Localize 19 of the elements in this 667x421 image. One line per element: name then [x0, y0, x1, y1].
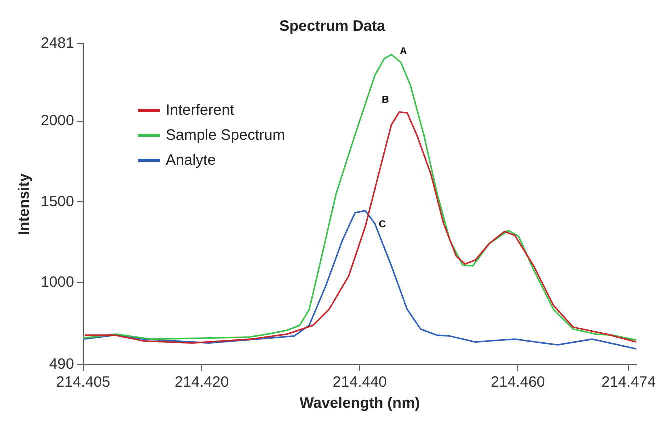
- y-axis-title: Intensity: [16, 173, 34, 236]
- legend-label: Analyte: [166, 151, 216, 171]
- annotation: A: [400, 46, 408, 58]
- y-tick-label: 2481: [40, 35, 74, 52]
- x-tick-label: 214.440: [332, 374, 388, 392]
- x-tick-label: 214.405: [56, 374, 110, 392]
- x-axis-title: Wavelength (nm): [300, 395, 420, 412]
- legend-label: Sample Spectrum: [166, 126, 286, 146]
- annotation: C: [378, 220, 386, 231]
- y-tick-label: 2000: [40, 112, 74, 130]
- y-tick-label: 490: [49, 356, 74, 374]
- y-tick-label: 1500: [40, 193, 74, 210]
- annotation: B: [382, 94, 390, 106]
- x-tick-label: 214.460: [491, 374, 546, 392]
- x-tick-label: 214.420: [174, 374, 230, 392]
- chart-title: Spectrum Data: [280, 18, 386, 36]
- x-tick-label: 214.474: [602, 374, 656, 392]
- y-tick-label: 1000: [40, 274, 74, 291]
- legend-label: Interferent: [166, 101, 234, 121]
